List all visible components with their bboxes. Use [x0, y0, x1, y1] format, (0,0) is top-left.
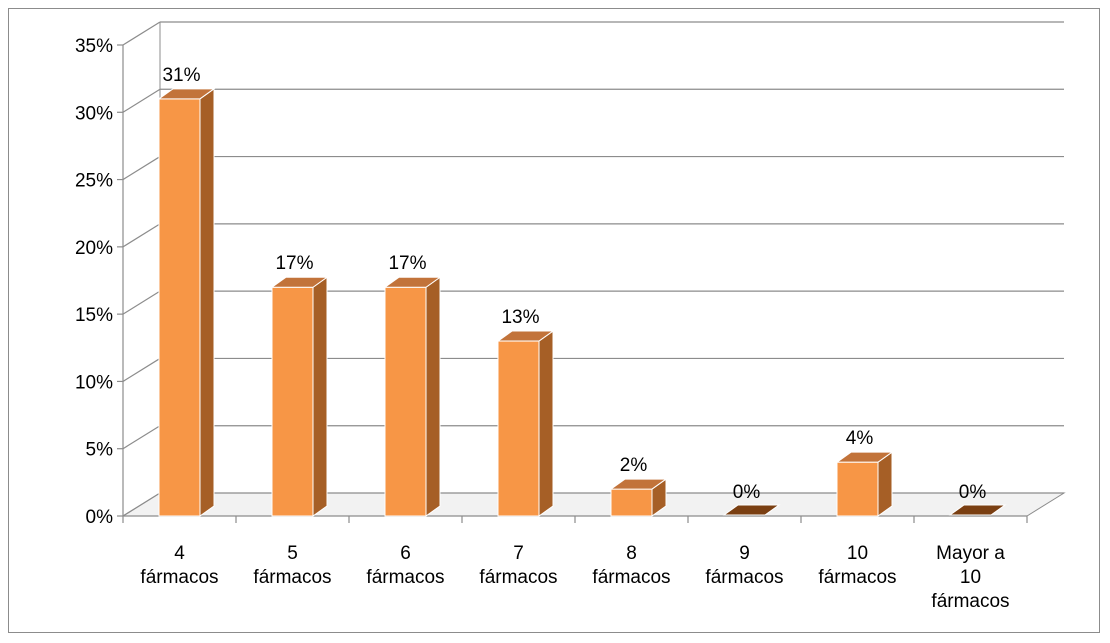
bar-side	[877, 451, 893, 517]
bar-side	[425, 276, 441, 517]
x-category-label-line: fármacos	[705, 567, 783, 588]
x-category-label-line: 4	[174, 543, 185, 564]
y-tick-label: 5%	[86, 440, 114, 461]
x-category-label-line: fármacos	[931, 591, 1009, 612]
x-category-label: 9 fármacos	[705, 543, 783, 588]
y-tick-label: 20%	[75, 238, 113, 259]
y-tick-label: 0%	[86, 507, 114, 528]
bar	[158, 98, 201, 517]
bar	[610, 488, 653, 517]
gridlines	[121, 21, 1066, 517]
gridline-diagonal	[122, 223, 161, 248]
gridline-diagonal	[122, 357, 161, 382]
x-category-label-line: fármacos	[253, 567, 331, 588]
x-category-label: 7 fármacos	[479, 543, 557, 588]
y-tick-label: 25%	[75, 171, 113, 192]
labels: 0% 5% 10% 15% 20% 25% 30% 35% 31% 4 fármacos 17% 5 fá…	[75, 36, 1010, 612]
data-label: 31%	[162, 65, 200, 86]
bar	[384, 286, 427, 517]
y-tick-label: 30%	[75, 103, 113, 124]
y-tick-label: 10%	[75, 372, 113, 393]
gridline-diagonal	[122, 492, 161, 517]
x-category-label-line: fármacos	[479, 567, 557, 588]
bar-top	[270, 276, 329, 288]
x-category-label: 5 fármacos	[253, 543, 331, 588]
data-label: 13%	[501, 307, 539, 328]
gridline-diagonal	[122, 290, 161, 315]
gridline-diagonal	[122, 88, 161, 113]
bar	[836, 461, 879, 517]
bar-top	[609, 478, 668, 490]
x-category-label-line: fármacos	[592, 567, 670, 588]
data-label: 2%	[620, 455, 648, 476]
bar	[497, 340, 540, 517]
bar-chart: 0% 5% 10% 15% 20% 25% 30% 35% 31% 4 fármacos 17% 5 fá…	[75, 21, 1066, 612]
bar-side	[199, 87, 215, 517]
data-label: 0%	[733, 482, 761, 503]
data-label: 17%	[275, 253, 313, 274]
bar-side	[312, 276, 328, 517]
x-category-label-line: fármacos	[366, 567, 444, 588]
bar	[722, 504, 781, 516]
x-category-label: 4 fármacos	[140, 543, 218, 588]
x-category-label-line: Mayor a	[936, 543, 1005, 564]
bars	[157, 87, 1007, 517]
gridline-diagonal	[122, 21, 161, 46]
x-category-label-line: 6	[400, 543, 411, 564]
data-label: 17%	[388, 253, 426, 274]
y-tick-label: 35%	[75, 36, 113, 57]
gridline-diagonal	[122, 425, 161, 450]
axes	[117, 22, 1028, 523]
chart-frame: 0% 5% 10% 15% 20% 25% 30% 35% 31% 4 fármacos 17% 5 fá…	[8, 8, 1100, 633]
x-category-label-line: 10	[847, 543, 868, 564]
gridline-diagonal	[122, 156, 161, 181]
y-tick-label: 15%	[75, 305, 113, 326]
x-category-label-line: 10	[960, 567, 981, 588]
bar	[948, 504, 1007, 516]
x-category-label-line: 5	[287, 543, 298, 564]
bar-top	[383, 276, 442, 288]
bar-top	[157, 88, 216, 100]
chart-floor	[121, 492, 1066, 517]
x-category-label-line: fármacos	[140, 567, 218, 588]
x-category-label-line: 7	[513, 543, 524, 564]
bar	[271, 286, 314, 517]
x-category-label: 8 fármacos	[592, 543, 670, 588]
x-category-label: 10 fármacos	[818, 543, 896, 588]
data-label: 0%	[959, 482, 987, 503]
bar-top	[496, 330, 555, 342]
x-category-label-line: 8	[626, 543, 637, 564]
bar-side	[538, 330, 554, 517]
x-category-label-line: fármacos	[818, 567, 896, 588]
bar-top	[835, 451, 894, 463]
x-category-label: 6 fármacos	[366, 543, 444, 588]
data-label: 4%	[846, 428, 874, 449]
x-category-label-line: 9	[739, 543, 750, 564]
x-category-label: Mayor a 10 fármacos	[931, 543, 1009, 612]
